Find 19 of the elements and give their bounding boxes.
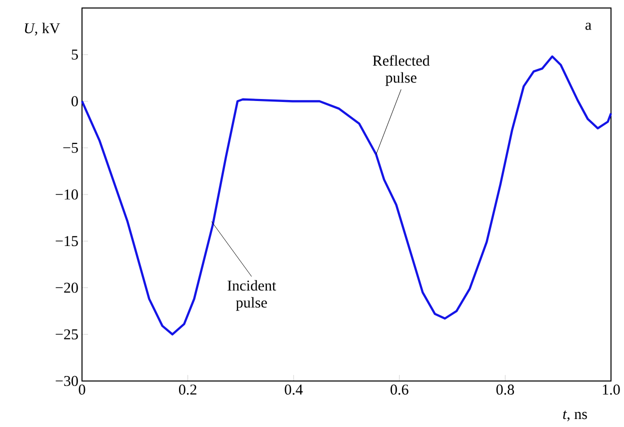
annotation: Incident pulse	[228, 280, 276, 311]
x-tick-label: 1.0	[602, 384, 620, 395]
x-axis-title: t, ns	[563, 410, 587, 422]
y-tick-label: −15	[56, 236, 78, 246]
annotation: Reflected pulse	[372, 55, 430, 86]
x-tick-label: 0	[78, 384, 86, 395]
y-tick-label: −30	[56, 376, 78, 386]
x-tick-label: 0.2	[178, 384, 196, 395]
annotation: a	[585, 22, 592, 30]
x-tick-label: 0.8	[496, 384, 514, 395]
y-axis-title: U, kV	[24, 22, 60, 36]
y-tick-label: −5	[63, 142, 78, 153]
y-tick-label: 0	[72, 96, 78, 106]
y-tick-label: −20	[56, 282, 78, 293]
y-tick-label: −25	[56, 329, 78, 340]
x-tick-label: 0.4	[284, 384, 303, 395]
y-tick-label: −10	[56, 189, 78, 200]
y-tick-label: 5	[72, 50, 78, 60]
x-tick-label: 0.6	[390, 384, 408, 395]
